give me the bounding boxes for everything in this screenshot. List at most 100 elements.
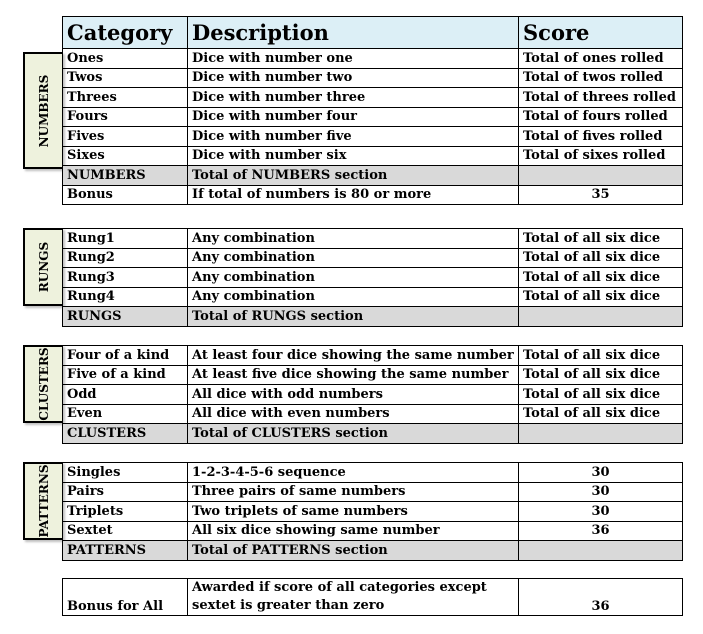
bonus-for-all-row: Bonus for All Awarded if score of all ca… [62, 578, 683, 616]
section-total-row: CLUSTERS Total of CLUSTERS section [62, 423, 683, 444]
table-row: Fives Dice with number five Total of fiv… [62, 126, 683, 147]
score-cell: 30 [518, 481, 683, 502]
patterns-table: Singles 1-2-3-4-5-6 sequence 30 Pairs Th… [62, 462, 683, 561]
description-cell: Total of RUNGS section [187, 306, 519, 327]
category-cell: Odd [62, 384, 188, 405]
clusters-tab-label: CLUSTERS [37, 347, 51, 421]
numbers-side-tab: NUMBERS [23, 52, 63, 169]
score-cell: Total of all six dice [518, 247, 683, 268]
category-cell: Fours [62, 106, 188, 127]
description-cell: Any combination [187, 247, 519, 268]
table-row: Even All dice with even numbers Total of… [62, 403, 683, 424]
table-row: Odd All dice with odd numbers Total of a… [62, 384, 683, 405]
description-cell: Three pairs of same numbers [187, 481, 519, 502]
score-cell: Total of all six dice [518, 403, 683, 424]
clusters-table: Four of a kind At least four dice showin… [62, 345, 683, 444]
score-cell: Total of all six dice [518, 364, 683, 385]
description-cell: Dice with number two [187, 67, 519, 88]
bonus-row: Bonus If total of numbers is 80 or more … [62, 184, 683, 205]
score-cell: Total of all six dice [518, 228, 683, 249]
description-cell: Dice with number four [187, 106, 519, 127]
table-row: Four of a kind At least four dice showin… [62, 345, 683, 366]
category-cell: Pairs [62, 481, 188, 502]
category-cell: Triplets [62, 501, 188, 522]
table-row: Fours Dice with number four Total of fou… [62, 106, 683, 127]
score-cell [518, 306, 683, 327]
rungs-side-tab: RUNGS [23, 228, 63, 306]
description-cell: At least four dice showing the same numb… [187, 345, 519, 366]
patterns-tab-label: PATTERNS [37, 464, 51, 538]
rungs-table: Rung1 Any combination Total of all six d… [62, 228, 683, 327]
score-cell: 36 [518, 520, 683, 541]
table-row: Sextet All six dice showing same number … [62, 520, 683, 541]
score-cell: Total of twos rolled [518, 67, 683, 88]
table-row: Rung4 Any combination Total of all six d… [62, 286, 683, 307]
score-cell: Total of sixes rolled [518, 145, 683, 166]
description-cell: Two triplets of same numbers [187, 501, 519, 522]
section-total-row: RUNGS Total of RUNGS section [62, 306, 683, 327]
description-cell: Dice with number three [187, 87, 519, 108]
header-category: Category [62, 16, 188, 49]
score-cell: Total of all six dice [518, 345, 683, 366]
description-cell: Any combination [187, 286, 519, 307]
description-cell: Total of CLUSTERS section [187, 423, 519, 444]
rungs-tab-label: RUNGS [37, 241, 51, 293]
category-cell: CLUSTERS [62, 423, 188, 444]
category-cell: Rung4 [62, 286, 188, 307]
category-cell: Rung2 [62, 247, 188, 268]
score-cell: Total of fours rolled [518, 106, 683, 127]
description-cell: All six dice showing same number [187, 520, 519, 541]
header-score: Score [518, 16, 683, 49]
score-cell: Total of fives rolled [518, 126, 683, 147]
description-cell: All dice with odd numbers [187, 384, 519, 405]
description-cell: Awarded if score of all categories excep… [187, 578, 519, 616]
score-cell: 30 [518, 501, 683, 522]
score-cell [518, 540, 683, 561]
category-cell: Threes [62, 87, 188, 108]
section-total-row: PATTERNS Total of PATTERNS section [62, 540, 683, 561]
description-cell: Total of PATTERNS section [187, 540, 519, 561]
table-row: Rung3 Any combination Total of all six d… [62, 267, 683, 288]
description-cell: 1-2-3-4-5-6 sequence [187, 462, 519, 483]
category-cell: Fives [62, 126, 188, 147]
table-row: Triplets Two triplets of same numbers 30 [62, 501, 683, 522]
description-cell: All dice with even numbers [187, 403, 519, 424]
score-cell [518, 423, 683, 444]
header-description: Description [187, 16, 519, 49]
description-cell: At least five dice showing the same numb… [187, 364, 519, 385]
score-cell: Total of all six dice [518, 267, 683, 288]
category-cell: Five of a kind [62, 364, 188, 385]
table-row: Ones Dice with number one Total of ones … [62, 48, 683, 69]
category-cell: Four of a kind [62, 345, 188, 366]
score-cell: 35 [518, 184, 683, 205]
score-cell: Total of all six dice [518, 384, 683, 405]
table-row: Threes Dice with number three Total of t… [62, 87, 683, 108]
category-cell: Rung3 [62, 267, 188, 288]
table-row: Pairs Three pairs of same numbers 30 [62, 481, 683, 502]
table-row: Sixes Dice with number six Total of sixe… [62, 145, 683, 166]
description-cell: Any combination [187, 228, 519, 249]
category-cell: PATTERNS [62, 540, 188, 561]
score-cell [518, 165, 683, 186]
numbers-tab-label: NUMBERS [37, 74, 51, 147]
category-cell: Bonus for All [62, 578, 188, 616]
table-row: Five of a kind At least five dice showin… [62, 364, 683, 385]
score-cell: 36 [518, 578, 683, 616]
table-row: Twos Dice with number two Total of twos … [62, 67, 683, 88]
category-cell: Rung1 [62, 228, 188, 249]
category-cell: Singles [62, 462, 188, 483]
clusters-side-tab: CLUSTERS [23, 345, 63, 423]
table-row: Rung2 Any combination Total of all six d… [62, 247, 683, 268]
category-cell: Bonus [62, 184, 188, 205]
category-cell: RUNGS [62, 306, 188, 327]
patterns-side-tab: PATTERNS [23, 462, 63, 540]
category-cell: Ones [62, 48, 188, 69]
description-cell: Total of NUMBERS section [187, 165, 519, 186]
section-total-row: NUMBERS Total of NUMBERS section [62, 165, 683, 186]
score-cell: Total of all six dice [518, 286, 683, 307]
header-row: Category Description Score [62, 16, 683, 49]
category-cell: Even [62, 403, 188, 424]
category-cell: Sextet [62, 520, 188, 541]
bonus-for-all-table: Bonus for All Awarded if score of all ca… [62, 578, 683, 616]
description-cell: Dice with number six [187, 145, 519, 166]
